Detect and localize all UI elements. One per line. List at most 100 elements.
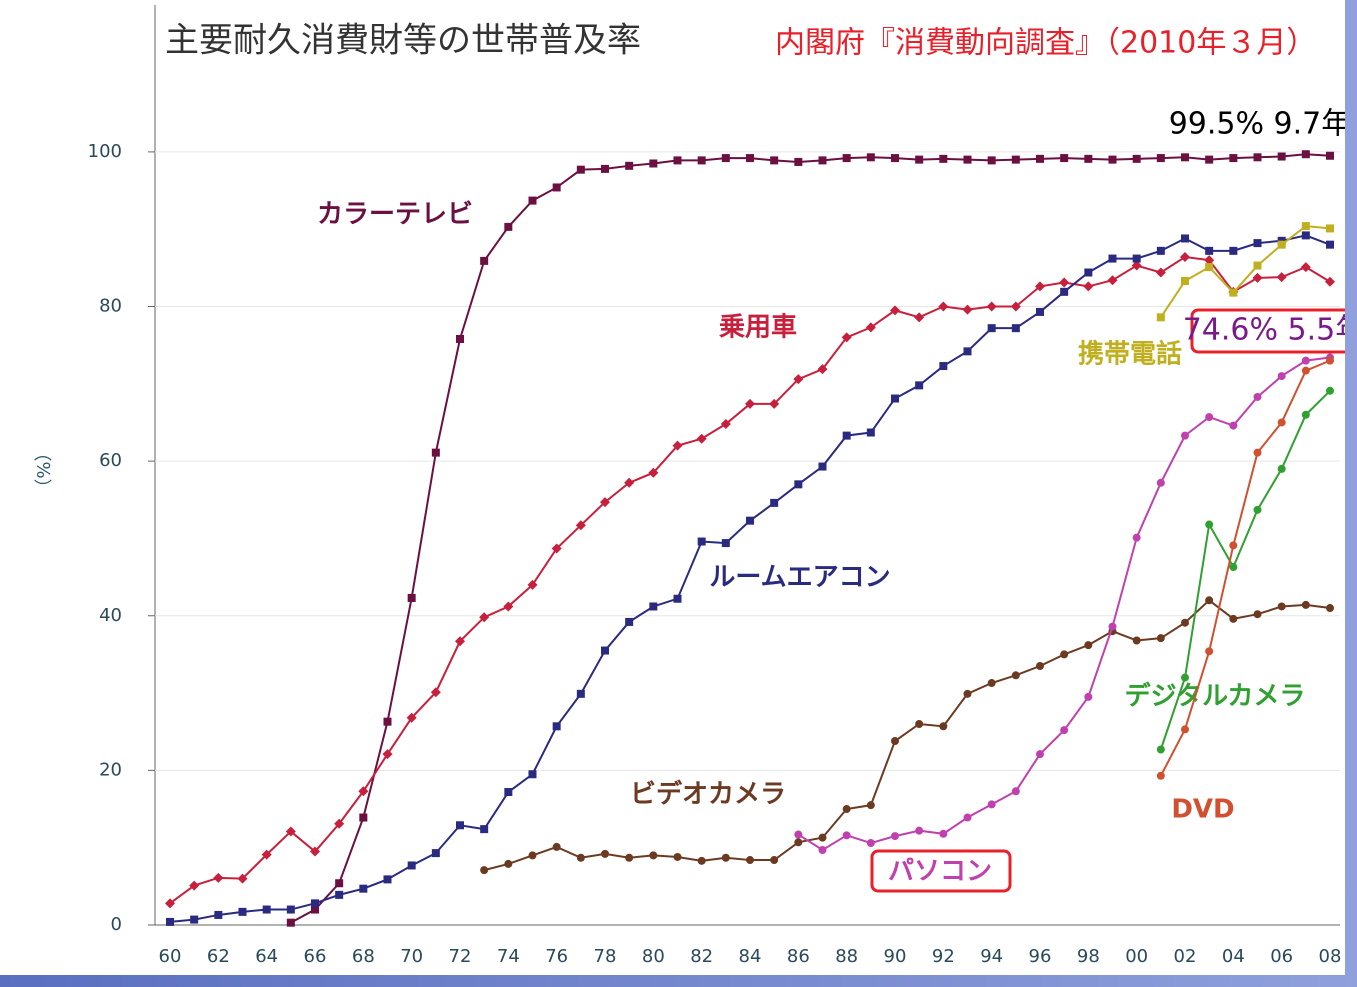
point (1325, 276, 1335, 287)
point (1083, 281, 1094, 292)
x-tick-label: 92 (932, 946, 955, 967)
point (286, 918, 295, 927)
point (793, 374, 804, 385)
point (359, 813, 368, 822)
point (1108, 155, 1117, 164)
point (915, 719, 924, 728)
point (1132, 636, 1141, 645)
point (1156, 745, 1165, 754)
point (866, 153, 875, 162)
point (528, 196, 537, 205)
point (1156, 478, 1165, 487)
point (746, 516, 754, 525)
point (1277, 240, 1286, 249)
point (1301, 231, 1310, 240)
point (673, 594, 682, 603)
point (746, 856, 754, 865)
point (430, 687, 441, 698)
point (963, 347, 972, 356)
point (649, 602, 658, 611)
point (1253, 448, 1262, 457)
point (625, 161, 634, 170)
point (1084, 268, 1093, 277)
point (1132, 533, 1141, 542)
point (335, 890, 344, 899)
point (963, 689, 972, 698)
point (1253, 261, 1262, 270)
series-label: カラーテレビ (317, 200, 473, 230)
point (1011, 671, 1020, 680)
point (552, 183, 561, 192)
point (1205, 520, 1214, 529)
point (721, 853, 730, 862)
point (745, 398, 755, 409)
point (1301, 600, 1310, 609)
chart-title: 主要耐久消費財等の世帯普及率 (165, 21, 641, 61)
point (311, 905, 319, 914)
point (1277, 152, 1286, 161)
point (915, 826, 924, 835)
point (1181, 153, 1189, 162)
point (1156, 634, 1165, 643)
series-line (1159, 225, 1331, 318)
y-axis-label: （%） (34, 443, 55, 496)
point (601, 164, 609, 173)
point (576, 165, 585, 174)
point (1060, 287, 1069, 296)
point (1156, 154, 1165, 163)
point (480, 825, 489, 834)
point (1253, 610, 1262, 619)
point (456, 334, 464, 343)
x-tick-label: 68 (352, 946, 375, 967)
point (939, 829, 948, 838)
point (672, 440, 683, 451)
point (1252, 272, 1263, 283)
point (842, 154, 851, 163)
point (1156, 246, 1165, 255)
point (1326, 386, 1334, 395)
point (1156, 313, 1165, 322)
point (1108, 254, 1117, 263)
point (407, 861, 416, 870)
point (214, 910, 223, 919)
point (479, 612, 490, 623)
point (1084, 154, 1093, 163)
point (1276, 272, 1287, 283)
point (1301, 410, 1310, 419)
point (963, 813, 972, 822)
point (891, 832, 899, 841)
point (504, 788, 513, 797)
point (359, 884, 368, 893)
point (262, 905, 271, 914)
point (1253, 153, 1262, 162)
point (286, 905, 295, 914)
point (891, 737, 899, 745)
series-line (483, 598, 1331, 872)
point (334, 818, 345, 829)
point (285, 826, 296, 837)
point (1277, 418, 1286, 427)
point (891, 154, 899, 163)
point (527, 579, 538, 590)
point (190, 915, 199, 924)
point (504, 222, 513, 231)
point (165, 898, 175, 909)
point (382, 749, 393, 760)
point (987, 156, 996, 165)
x-tick-label: 02 (1174, 946, 1197, 967)
point (310, 846, 320, 857)
point (238, 907, 247, 916)
point (939, 154, 948, 163)
series-label: デジタルカメラ (1125, 681, 1306, 712)
point (987, 800, 996, 809)
point (1301, 356, 1310, 365)
point (625, 853, 634, 862)
point (1229, 246, 1238, 255)
point (601, 646, 609, 655)
point (866, 839, 875, 848)
point (456, 821, 464, 830)
point (770, 856, 779, 865)
series-label: ビデオカメラ (630, 779, 786, 810)
point (1205, 596, 1214, 605)
